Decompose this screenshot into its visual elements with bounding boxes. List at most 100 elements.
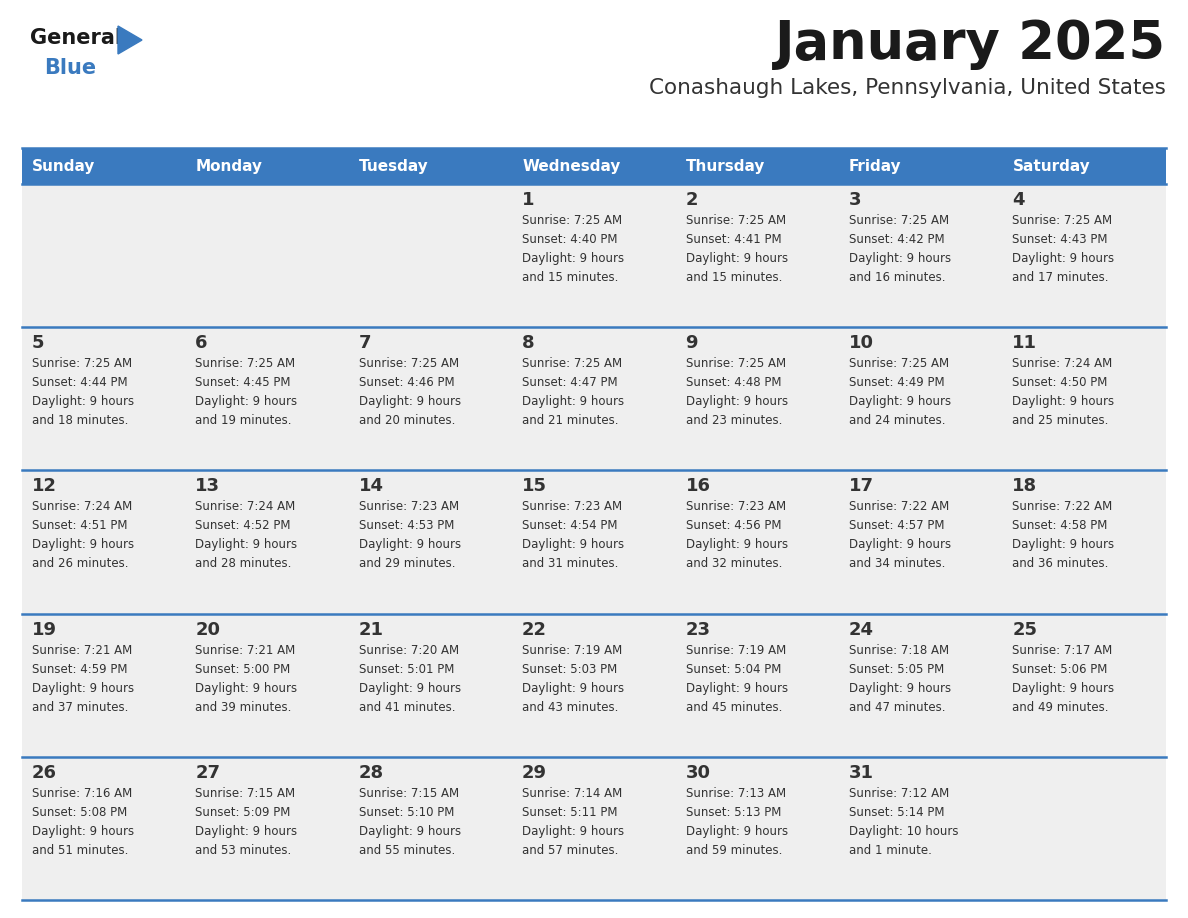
Text: Sunset: 4:44 PM: Sunset: 4:44 PM — [32, 376, 127, 389]
Bar — [1003, 756, 1165, 900]
Text: Daylight: 9 hours: Daylight: 9 hours — [685, 396, 788, 409]
Bar — [23, 756, 185, 900]
Text: Sunrise: 7:23 AM: Sunrise: 7:23 AM — [685, 500, 785, 513]
Bar — [349, 470, 512, 613]
Text: and 43 minutes.: and 43 minutes. — [522, 700, 619, 713]
Bar — [1003, 184, 1165, 327]
Bar — [349, 327, 512, 470]
Bar — [839, 470, 1003, 613]
Text: 22: 22 — [522, 621, 548, 639]
Text: Sunrise: 7:24 AM: Sunrise: 7:24 AM — [195, 500, 296, 513]
Text: Daylight: 9 hours: Daylight: 9 hours — [849, 681, 952, 695]
Text: 10: 10 — [849, 334, 874, 353]
Text: and 29 minutes.: and 29 minutes. — [359, 557, 455, 570]
Text: Sunrise: 7:24 AM: Sunrise: 7:24 AM — [1012, 357, 1113, 370]
Text: 21: 21 — [359, 621, 384, 639]
Text: Daylight: 9 hours: Daylight: 9 hours — [32, 396, 134, 409]
Text: 28: 28 — [359, 764, 384, 782]
Text: 29: 29 — [522, 764, 548, 782]
Text: Sunrise: 7:25 AM: Sunrise: 7:25 AM — [522, 214, 623, 227]
Text: 27: 27 — [195, 764, 220, 782]
Text: Sunrise: 7:15 AM: Sunrise: 7:15 AM — [195, 787, 296, 800]
Text: 6: 6 — [195, 334, 208, 353]
Text: Sunday: Sunday — [32, 159, 95, 174]
Text: Daylight: 9 hours: Daylight: 9 hours — [195, 824, 297, 838]
Text: Sunrise: 7:19 AM: Sunrise: 7:19 AM — [685, 644, 785, 656]
Text: Daylight: 9 hours: Daylight: 9 hours — [359, 538, 461, 552]
Text: 14: 14 — [359, 477, 384, 496]
Text: Daylight: 9 hours: Daylight: 9 hours — [195, 538, 297, 552]
Text: Sunset: 4:59 PM: Sunset: 4:59 PM — [32, 663, 127, 676]
Text: Daylight: 9 hours: Daylight: 9 hours — [685, 681, 788, 695]
Text: Sunrise: 7:18 AM: Sunrise: 7:18 AM — [849, 644, 949, 656]
Bar — [185, 470, 349, 613]
Text: January 2025: January 2025 — [775, 18, 1165, 70]
Text: and 15 minutes.: and 15 minutes. — [685, 271, 782, 284]
Text: Sunset: 5:13 PM: Sunset: 5:13 PM — [685, 806, 781, 819]
Text: Daylight: 9 hours: Daylight: 9 hours — [1012, 681, 1114, 695]
Bar — [512, 756, 676, 900]
Text: 9: 9 — [685, 334, 699, 353]
Text: Sunrise: 7:20 AM: Sunrise: 7:20 AM — [359, 644, 459, 656]
Text: Sunset: 5:10 PM: Sunset: 5:10 PM — [359, 806, 454, 819]
Bar — [349, 613, 512, 756]
Text: Daylight: 9 hours: Daylight: 9 hours — [685, 824, 788, 838]
Text: and 32 minutes.: and 32 minutes. — [685, 557, 782, 570]
Bar — [676, 613, 839, 756]
Text: 17: 17 — [849, 477, 874, 496]
Bar — [676, 470, 839, 613]
Text: and 15 minutes.: and 15 minutes. — [522, 271, 619, 284]
Bar — [349, 184, 512, 327]
Text: 15: 15 — [522, 477, 548, 496]
Text: 8: 8 — [522, 334, 535, 353]
Text: and 1 minute.: and 1 minute. — [849, 844, 931, 856]
Bar — [839, 327, 1003, 470]
Text: 20: 20 — [195, 621, 220, 639]
Text: Sunrise: 7:25 AM: Sunrise: 7:25 AM — [849, 357, 949, 370]
Text: 13: 13 — [195, 477, 220, 496]
Text: Sunset: 5:01 PM: Sunset: 5:01 PM — [359, 663, 454, 676]
Text: and 36 minutes.: and 36 minutes. — [1012, 557, 1108, 570]
Text: 26: 26 — [32, 764, 57, 782]
Text: Sunset: 4:54 PM: Sunset: 4:54 PM — [522, 520, 618, 532]
Bar — [23, 148, 185, 184]
Text: Sunrise: 7:14 AM: Sunrise: 7:14 AM — [522, 787, 623, 800]
Text: and 25 minutes.: and 25 minutes. — [1012, 414, 1108, 427]
Text: 18: 18 — [1012, 477, 1037, 496]
Text: Sunrise: 7:12 AM: Sunrise: 7:12 AM — [849, 787, 949, 800]
Text: and 55 minutes.: and 55 minutes. — [359, 844, 455, 856]
Bar — [512, 613, 676, 756]
Bar — [185, 756, 349, 900]
Text: Sunset: 4:51 PM: Sunset: 4:51 PM — [32, 520, 127, 532]
Text: Sunset: 4:57 PM: Sunset: 4:57 PM — [849, 520, 944, 532]
Text: Daylight: 9 hours: Daylight: 9 hours — [522, 824, 624, 838]
Text: Sunset: 4:48 PM: Sunset: 4:48 PM — [685, 376, 781, 389]
Bar — [1003, 613, 1165, 756]
Text: and 34 minutes.: and 34 minutes. — [849, 557, 946, 570]
Text: Sunrise: 7:25 AM: Sunrise: 7:25 AM — [359, 357, 459, 370]
Text: Sunset: 4:50 PM: Sunset: 4:50 PM — [1012, 376, 1107, 389]
Text: Daylight: 9 hours: Daylight: 9 hours — [195, 681, 297, 695]
Text: Blue: Blue — [44, 58, 96, 78]
Text: 31: 31 — [849, 764, 874, 782]
Text: Thursday: Thursday — [685, 159, 765, 174]
Text: Daylight: 9 hours: Daylight: 9 hours — [32, 681, 134, 695]
Text: General: General — [30, 28, 122, 48]
Text: 25: 25 — [1012, 621, 1037, 639]
Text: Wednesday: Wednesday — [522, 159, 620, 174]
Text: Sunrise: 7:22 AM: Sunrise: 7:22 AM — [1012, 500, 1113, 513]
Text: and 57 minutes.: and 57 minutes. — [522, 844, 619, 856]
Text: Sunset: 4:52 PM: Sunset: 4:52 PM — [195, 520, 291, 532]
Text: Daylight: 9 hours: Daylight: 9 hours — [522, 396, 624, 409]
Bar — [512, 148, 676, 184]
Bar — [839, 148, 1003, 184]
Text: and 45 minutes.: and 45 minutes. — [685, 700, 782, 713]
Text: and 53 minutes.: and 53 minutes. — [195, 844, 291, 856]
Text: 23: 23 — [685, 621, 710, 639]
Text: and 21 minutes.: and 21 minutes. — [522, 414, 619, 427]
Text: Daylight: 9 hours: Daylight: 9 hours — [685, 252, 788, 265]
Polygon shape — [118, 26, 143, 54]
Bar — [185, 148, 349, 184]
Text: Daylight: 9 hours: Daylight: 9 hours — [359, 824, 461, 838]
Text: 4: 4 — [1012, 191, 1025, 209]
